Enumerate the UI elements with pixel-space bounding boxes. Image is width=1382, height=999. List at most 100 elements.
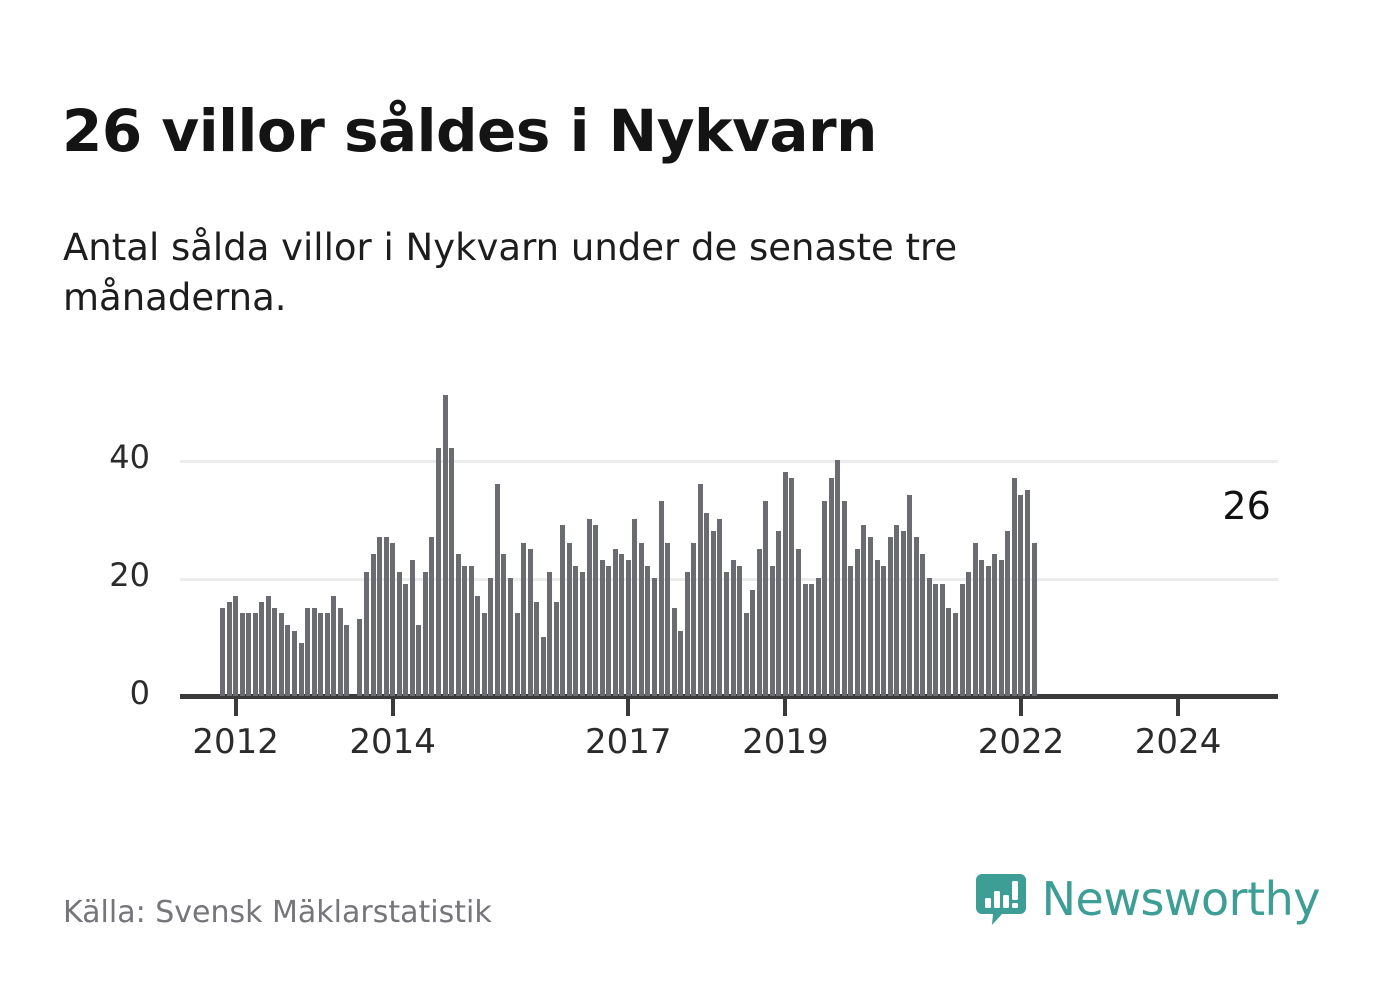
bar[interactable] <box>809 583 815 696</box>
bar[interactable] <box>390 542 396 696</box>
bar[interactable] <box>252 613 258 696</box>
bar[interactable] <box>455 554 461 696</box>
bar[interactable] <box>239 613 245 696</box>
bar[interactable] <box>1025 489 1031 696</box>
bar[interactable] <box>730 560 736 696</box>
bar[interactable] <box>802 583 808 696</box>
bar[interactable] <box>475 595 481 696</box>
bar[interactable] <box>442 395 448 696</box>
bar[interactable] <box>534 601 540 696</box>
bar[interactable] <box>259 601 265 696</box>
bar[interactable] <box>233 595 239 696</box>
bar[interactable] <box>337 607 343 696</box>
bar[interactable] <box>573 566 579 696</box>
bar[interactable] <box>939 583 945 696</box>
bar[interactable] <box>920 554 926 696</box>
bar[interactable] <box>638 542 644 696</box>
bar[interactable] <box>822 501 828 696</box>
bar[interactable] <box>651 578 657 696</box>
bar[interactable] <box>966 572 972 696</box>
bar[interactable] <box>795 548 801 696</box>
bar[interactable] <box>377 536 383 696</box>
bar[interactable] <box>560 524 566 696</box>
bar[interactable] <box>435 448 441 696</box>
bar[interactable] <box>481 613 487 696</box>
bar[interactable] <box>272 607 278 696</box>
bar[interactable] <box>854 548 860 696</box>
bar[interactable] <box>750 589 756 696</box>
bar[interactable] <box>691 542 697 696</box>
newsworthy-logo[interactable]: Newsworthy <box>974 872 1321 926</box>
bar[interactable] <box>396 572 402 696</box>
bar[interactable] <box>841 501 847 696</box>
bar[interactable] <box>246 613 252 696</box>
bar[interactable] <box>828 477 834 696</box>
bar[interactable] <box>743 613 749 696</box>
bar[interactable] <box>815 578 821 696</box>
bar[interactable] <box>953 613 959 696</box>
bar[interactable] <box>769 566 775 696</box>
bar[interactable] <box>612 548 618 696</box>
bar[interactable] <box>946 607 952 696</box>
bar[interactable] <box>501 554 507 696</box>
bar[interactable] <box>540 637 546 696</box>
bar[interactable] <box>723 572 729 696</box>
bar[interactable] <box>1031 542 1037 696</box>
bar[interactable] <box>593 524 599 696</box>
bar[interactable] <box>383 536 389 696</box>
bar[interactable] <box>881 566 887 696</box>
bar[interactable] <box>324 613 330 696</box>
bar[interactable] <box>422 572 428 696</box>
bar[interactable] <box>992 554 998 696</box>
bar[interactable] <box>1005 530 1011 696</box>
bar[interactable] <box>789 477 795 696</box>
bar[interactable] <box>586 519 592 696</box>
bar[interactable] <box>599 560 605 696</box>
bar[interactable] <box>645 566 651 696</box>
bar[interactable] <box>311 607 317 696</box>
bar[interactable] <box>894 524 900 696</box>
bar[interactable] <box>684 572 690 696</box>
bar[interactable] <box>220 607 225 696</box>
bar[interactable] <box>632 519 638 696</box>
bar[interactable] <box>363 572 369 696</box>
bar[interactable] <box>979 560 985 696</box>
bar[interactable] <box>671 607 677 696</box>
bar[interactable] <box>278 613 284 696</box>
bar[interactable] <box>298 642 304 696</box>
bar[interactable] <box>933 583 939 696</box>
bar[interactable] <box>547 572 553 696</box>
bar[interactable] <box>861 524 867 696</box>
bar[interactable] <box>704 513 710 696</box>
bar[interactable] <box>305 607 311 696</box>
bar[interactable] <box>226 601 232 696</box>
bar[interactable] <box>318 613 324 696</box>
bar[interactable] <box>959 583 965 696</box>
bar[interactable] <box>344 625 350 696</box>
bar[interactable] <box>756 548 762 696</box>
bar[interactable] <box>710 530 716 696</box>
bar[interactable] <box>619 554 625 696</box>
bar[interactable] <box>763 501 769 696</box>
bar[interactable] <box>494 483 500 696</box>
bar[interactable] <box>697 483 703 696</box>
bar[interactable] <box>737 566 743 696</box>
bar[interactable] <box>658 501 664 696</box>
bar[interactable] <box>625 560 631 696</box>
bar[interactable] <box>566 542 572 696</box>
bar[interactable] <box>449 448 455 696</box>
bar[interactable] <box>514 613 520 696</box>
bar[interactable] <box>887 536 893 696</box>
bar[interactable] <box>370 554 376 696</box>
bar[interactable] <box>848 566 854 696</box>
bar[interactable] <box>985 566 991 696</box>
bar[interactable] <box>1011 477 1017 696</box>
bar[interactable] <box>1018 495 1024 696</box>
bar[interactable] <box>507 578 513 696</box>
bar[interactable] <box>782 471 788 696</box>
bar[interactable] <box>527 548 533 696</box>
bar[interactable] <box>429 536 435 696</box>
bar[interactable] <box>972 542 978 696</box>
bar[interactable] <box>776 530 782 696</box>
bar[interactable] <box>553 601 559 696</box>
